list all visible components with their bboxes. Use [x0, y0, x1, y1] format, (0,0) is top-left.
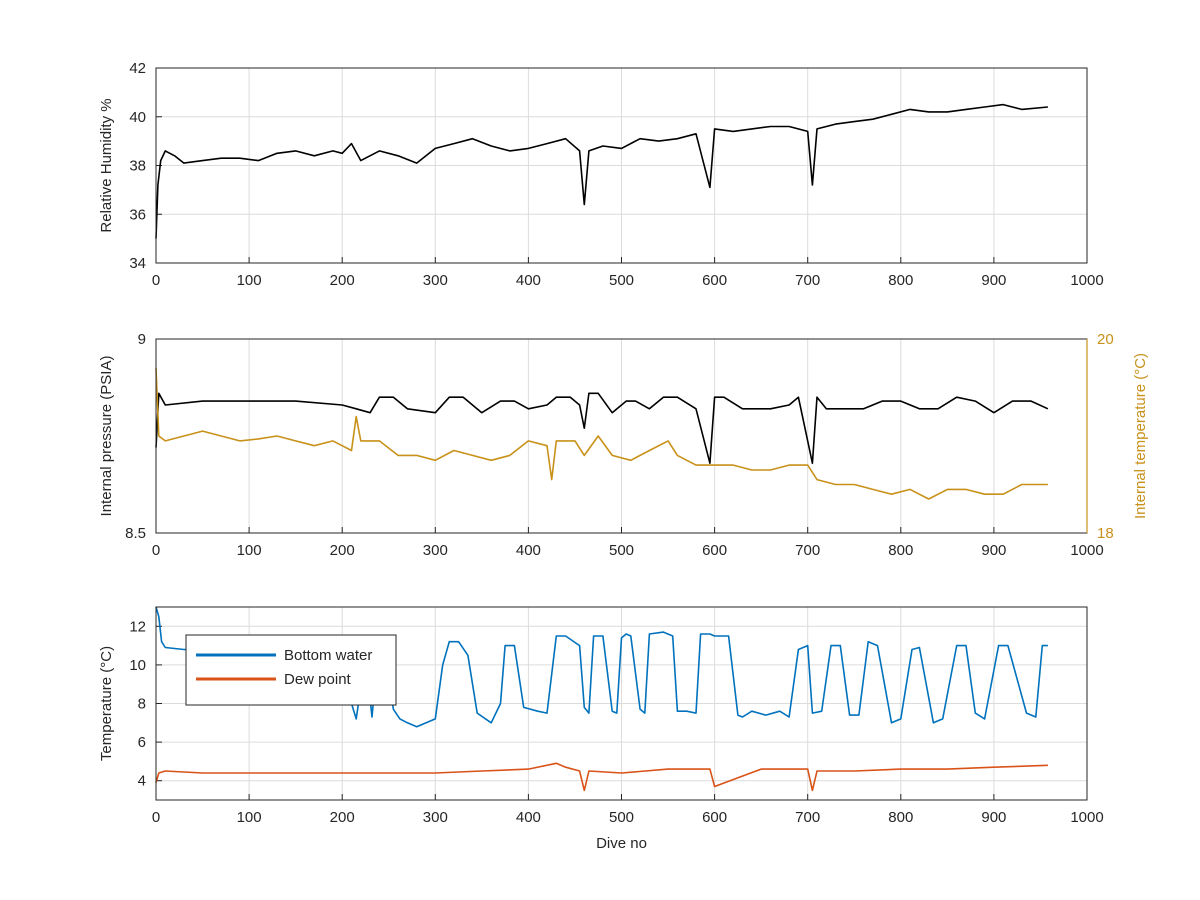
humidity-x-tick-label: 400	[516, 272, 541, 289]
temperature-x-tick-label: 0	[152, 809, 160, 826]
pressure-temperature-x-tick-label: 200	[330, 542, 355, 559]
temperature-series-dew-point-line	[155, 762, 1048, 792]
temperature-legend: Bottom water Dew point	[185, 634, 397, 706]
humidity-y-tick-label: 42	[129, 60, 146, 77]
humidity-x-tick-label: 300	[423, 272, 448, 289]
temperature-legend-label: Dew point	[284, 671, 352, 688]
temperature-y-tick-label: 12	[129, 618, 146, 635]
pressure-temperature-x-tick-label: 800	[888, 542, 913, 559]
pressure-temperature-x-tick-label: 0	[152, 542, 160, 559]
pressure-temperature-series-right-line	[155, 368, 1048, 500]
pressure-temperature-x-tick-label: 100	[237, 542, 262, 559]
temperature-x-tick-label: 400	[516, 809, 541, 826]
temperature-x-tick-label: 900	[981, 809, 1006, 826]
temperature-y-tick-label: 6	[138, 734, 146, 751]
humidity-x-tick-label: 900	[981, 272, 1006, 289]
humidity-y-tick-label: 40	[129, 109, 146, 126]
humidity-x-tick-label: 500	[609, 272, 634, 289]
temperature-y-tick-label: 10	[129, 657, 146, 674]
humidity-y-axis-label: Relative Humidity %	[98, 98, 115, 232]
temperature-x-tick-label: 1000	[1070, 809, 1103, 826]
temperature-x-tick-label: 500	[609, 809, 634, 826]
temperature-x-tick-label: 600	[702, 809, 727, 826]
temperature-x-tick-label: 800	[888, 809, 913, 826]
temperature-x-tick-label: 100	[237, 809, 262, 826]
humidity-x-tick-label: 800	[888, 272, 913, 289]
pressure-temperature-x-tick-label: 900	[981, 542, 1006, 559]
humidity-chart: 0 100 200 300 400 500 600 700 800 900 1000 34 36 38 40…	[98, 60, 1104, 289]
humidity-series-main-line	[155, 103, 1048, 239]
humidity-y-tick-label: 34	[129, 255, 146, 272]
pressure-temperature-x-tick-label: 300	[423, 542, 448, 559]
temperature-x-tick-label: 300	[423, 809, 448, 826]
temperature-y-tick-label: 4	[138, 773, 146, 790]
pressure-temperature-x-tick-label: 1000	[1070, 542, 1103, 559]
humidity-y-tick-label: 38	[129, 158, 146, 175]
humidity-y-tick-label: 36	[129, 206, 146, 223]
humidity-x-tick-label: 0	[152, 272, 160, 289]
pressure-temperature-right-y-tick-label: 20	[1097, 331, 1114, 348]
temperature-y-tick-label: 8	[138, 696, 146, 713]
temperature-y-axis-label: Temperature (°C)	[98, 646, 115, 761]
temperature-x-tick-label: 700	[795, 809, 820, 826]
pressure-temperature-x-tick-label: 600	[702, 542, 727, 559]
pressure-temperature-x-tick-label: 700	[795, 542, 820, 559]
pressure-temperature-y-axis-label: Internal pressure (PSIA)	[98, 356, 115, 517]
humidity-x-tick-label: 1000	[1070, 272, 1103, 289]
pressure-temperature-right-y-axis-label: Internal temperature (°C)	[1132, 353, 1149, 519]
pressure-temperature-y-tick-label: 8.5	[125, 525, 146, 542]
temperature-x-axis-label: Dive no	[596, 835, 647, 852]
temperature-legend-label: Bottom water	[284, 647, 372, 664]
pressure-temperature-y-tick-label: 9	[138, 331, 146, 348]
humidity-x-tick-label: 700	[795, 272, 820, 289]
pressure-temperature-x-tick-label: 400	[516, 542, 541, 559]
humidity-x-tick-label: 100	[237, 272, 262, 289]
pressure-temperature-x-tick-label: 500	[609, 542, 634, 559]
humidity-plot-frame	[155, 67, 1088, 264]
pressure-temperature-series-left-line	[155, 392, 1049, 465]
temperature-plot-frame	[155, 606, 1088, 801]
temperature-legend-box	[185, 634, 397, 706]
humidity-x-tick-label: 600	[702, 272, 727, 289]
temperature-x-tick-label: 200	[330, 809, 355, 826]
pressure-temperature-right-y-tick-label: 18	[1097, 525, 1114, 542]
pressure-temperature-chart: 0 100 200 300 400 500 600 700 800 900 1000 8.5 9 18 20…	[98, 331, 1149, 559]
humidity-x-tick-label: 200	[330, 272, 355, 289]
temperature-chart: 0 100 200 300 400 500 600 700 800 900 1000 4 6 8 10 12 T…	[98, 606, 1104, 852]
